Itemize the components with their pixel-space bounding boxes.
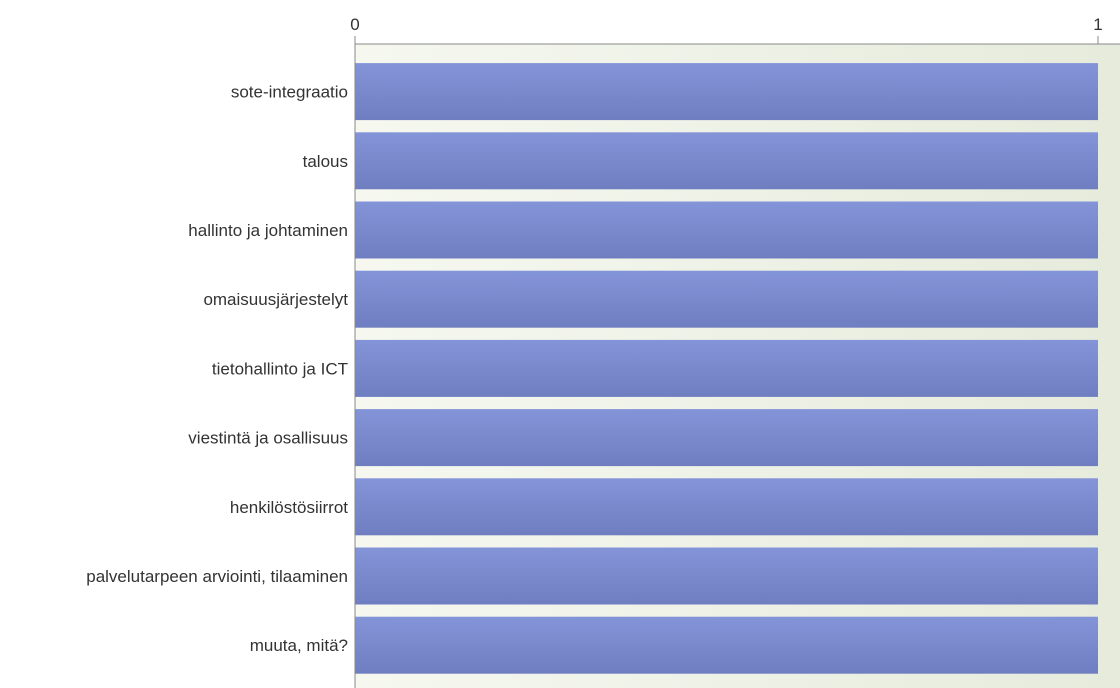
x-tick-label: 0 [350,15,359,34]
category-label: muuta, mitä? [250,636,348,655]
category-label: omaisuusjärjestelyt [203,290,348,309]
category-label: palvelutarpeen arviointi, tilaaminen [86,567,348,586]
category-labels: sote-integraatio talous hallinto ja johtam… [86,83,348,656]
x-tick-label: 1 [1093,15,1102,34]
category-label: talous [303,152,348,171]
category-label: tietohallinto ja ICT [212,359,348,378]
bar [355,201,1098,259]
category-label: henkilöstösiirrot [230,498,348,517]
bar [355,63,1098,121]
bar [355,616,1098,674]
category-label: sote-integraatio [231,83,348,102]
bar [355,547,1098,605]
bar [355,339,1098,397]
category-label: viestintä ja osallisuus [188,429,348,448]
category-label: hallinto ja johtaminen [188,221,348,240]
bar [355,478,1098,536]
bars-layer [355,63,1098,674]
bar [355,132,1098,190]
bar [355,270,1098,328]
bar [355,409,1098,467]
